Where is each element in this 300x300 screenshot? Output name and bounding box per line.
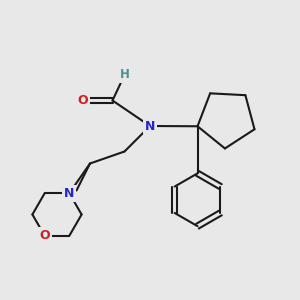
Text: O: O	[39, 229, 50, 242]
Text: H: H	[120, 68, 129, 82]
Text: N: N	[145, 119, 155, 133]
Text: N: N	[64, 187, 74, 200]
Text: O: O	[77, 94, 88, 107]
